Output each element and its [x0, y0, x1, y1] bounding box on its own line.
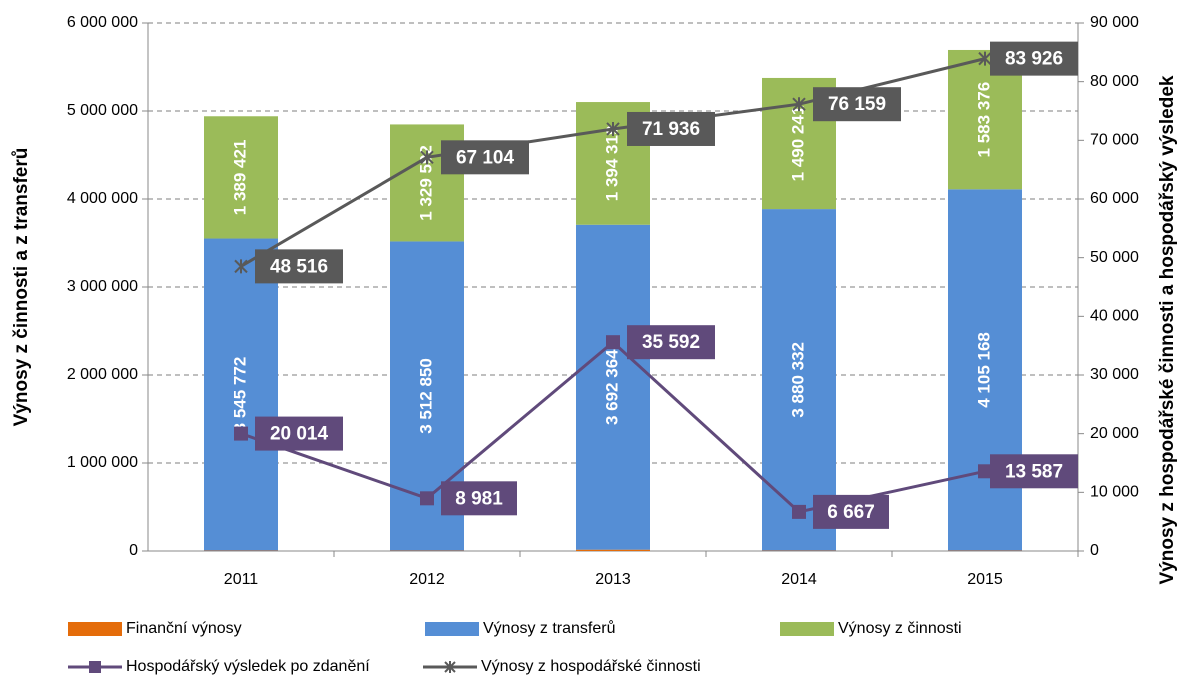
legend-marker	[89, 661, 101, 673]
y2-tick-label: 80 000	[1090, 73, 1139, 90]
legend-label: Výnosy z transferů	[483, 619, 616, 637]
y-tick-label: 1 000 000	[67, 454, 138, 471]
bar	[762, 209, 836, 551]
y2-tick-label: 40 000	[1090, 308, 1139, 325]
bar-value-label: 1 490 241	[788, 106, 807, 182]
legend-swatch	[425, 622, 479, 636]
bar-value-label: 3 545 772	[230, 357, 249, 433]
x-tick-label: 2013	[595, 571, 631, 588]
value-label-box	[255, 249, 343, 284]
bar	[204, 238, 278, 551]
legend-label: Výnosy z hospodářské činnosti	[481, 658, 701, 675]
value-label-box	[813, 494, 889, 529]
bar-value-label: 1 329 592	[416, 145, 435, 221]
x-tick-label: 2014	[781, 571, 817, 588]
value-label-box	[627, 325, 715, 360]
bar	[576, 549, 650, 551]
y2-tick-label: 60 000	[1090, 190, 1139, 207]
legend-label: Hospodářský výsledek po zdanění	[126, 658, 370, 675]
y2-tick-label: 50 000	[1090, 249, 1139, 266]
x-tick-label: 2012	[409, 571, 445, 588]
y-tick-label: 2 000 000	[67, 366, 138, 383]
bar	[948, 189, 1022, 551]
marker	[420, 150, 434, 165]
y2-tick-label: 0	[1090, 542, 1099, 559]
y-tick-label: 0	[129, 542, 138, 559]
x-tick-label: 2011	[224, 571, 259, 588]
y2-tick-label: 90 000	[1090, 14, 1139, 31]
value-label-box	[627, 111, 715, 146]
value-label-box	[990, 454, 1078, 489]
legend-swatch	[780, 622, 834, 636]
line-value-label: 83 926	[1005, 49, 1063, 70]
y2-tick-label: 70 000	[1090, 132, 1139, 149]
bar-value-label: 3 692 364	[602, 349, 621, 425]
y2-tick-label: 10 000	[1090, 484, 1139, 501]
x-tick-label: 2015	[967, 571, 1003, 588]
bar	[576, 224, 650, 550]
y-tick-label: 3 000 000	[67, 278, 138, 295]
marker	[792, 504, 806, 519]
legend-swatch	[68, 622, 122, 636]
marker	[234, 259, 248, 274]
bar-value-label: 1 389 421	[230, 140, 249, 216]
bar	[204, 116, 278, 239]
legend-marker	[444, 661, 456, 673]
line-value-label: 20 014	[270, 424, 329, 445]
value-label-box	[990, 41, 1078, 76]
bar-value-label: 4 105 168	[974, 332, 993, 408]
marker	[978, 464, 992, 479]
line-value-label: 8 981	[455, 488, 503, 509]
line-value-label: 67 104	[456, 147, 515, 168]
value-label-box	[441, 481, 517, 516]
line-value-label: 13 587	[1005, 461, 1063, 482]
bar-value-label: 1 394 319	[602, 126, 621, 202]
y-tick-label: 6 000 000	[67, 14, 138, 31]
line-value-label: 76 159	[828, 94, 886, 115]
y2-tick-label: 20 000	[1090, 425, 1139, 442]
legend-label: Finanční výnosy	[126, 620, 242, 637]
line-value-label: 48 516	[270, 256, 328, 277]
marker	[234, 426, 248, 441]
y2-tick-label: 30 000	[1090, 366, 1139, 383]
value-label-box	[255, 416, 343, 451]
bar-value-label: 3 880 332	[788, 342, 807, 418]
y2-axis-title: Výnosy z hospodářské činnosti a hospodář…	[1157, 75, 1178, 584]
legend-label: Výnosy z činnosti	[838, 620, 962, 637]
line-value-label: 6 667	[827, 502, 875, 523]
marker	[792, 97, 806, 112]
marker	[420, 491, 434, 506]
y-tick-label: 4 000 000	[67, 190, 138, 207]
value-label-box	[813, 87, 901, 122]
marker	[606, 335, 620, 350]
bar-value-label: 1 583 376	[974, 82, 993, 158]
line-value-label: 35 592	[642, 332, 700, 353]
bar-value-label: 3 512 850	[416, 358, 435, 434]
marker	[606, 121, 620, 136]
y-axis-title: Výnosy z činnosti a z transferů	[11, 148, 32, 427]
marker	[978, 51, 992, 66]
line-value-label: 71 936	[642, 119, 700, 140]
value-label-box	[441, 140, 529, 175]
y-tick-label: 5 000 000	[67, 102, 138, 119]
